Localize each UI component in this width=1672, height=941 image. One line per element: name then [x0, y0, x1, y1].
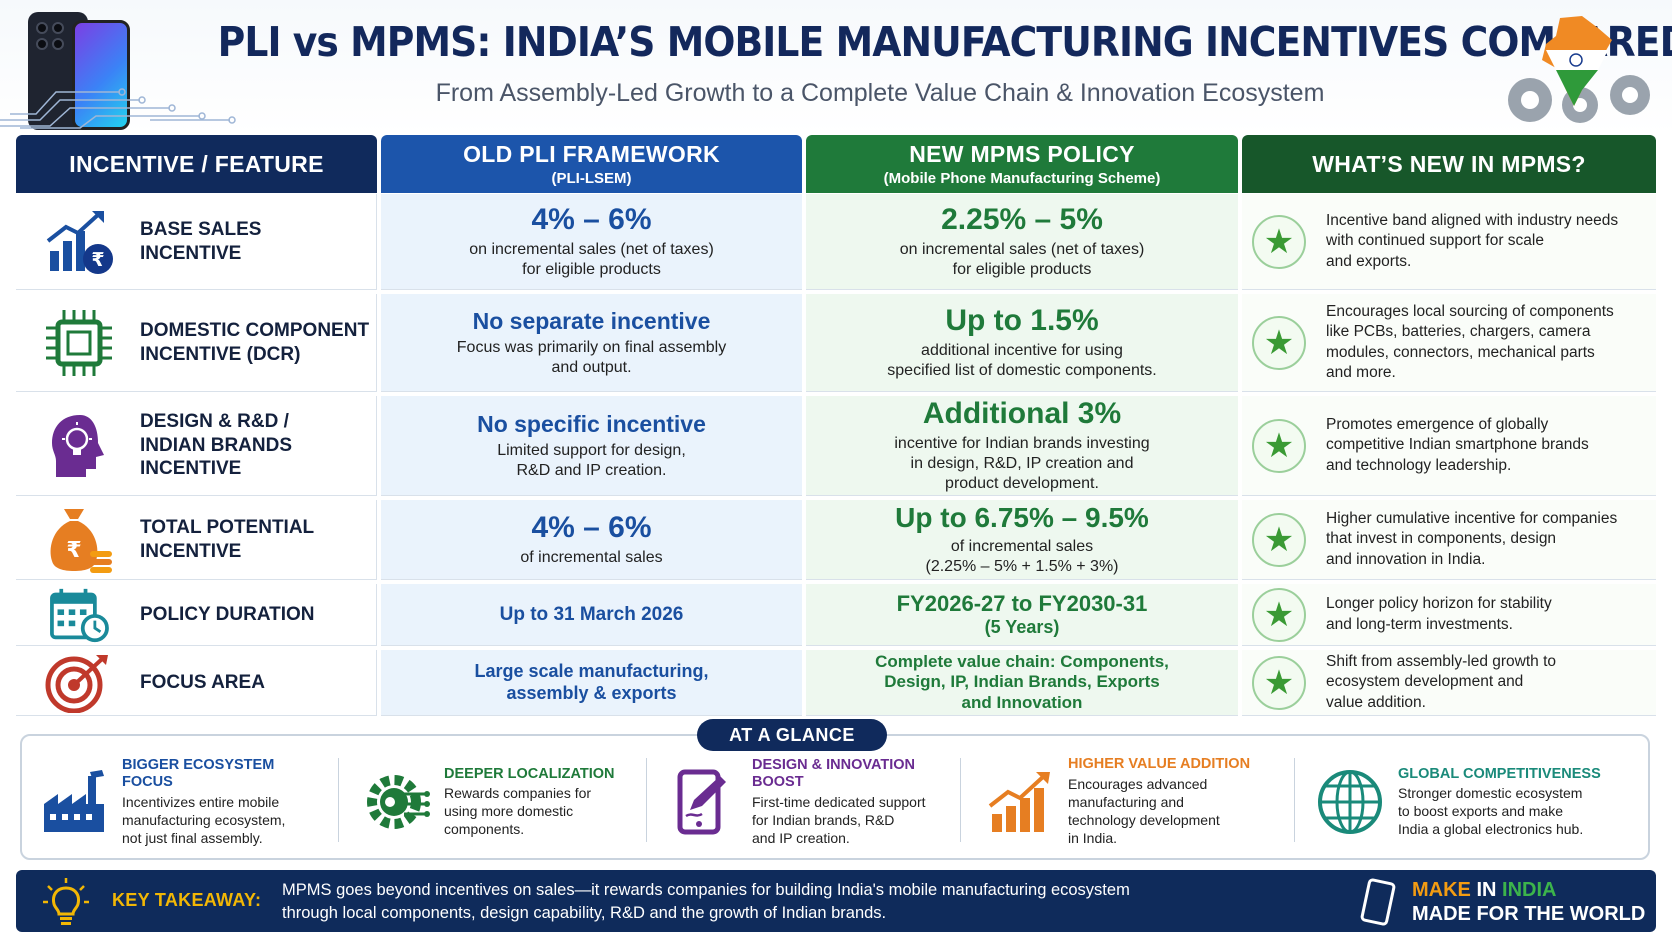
phone-outline-icon [1359, 877, 1397, 927]
tablet-pen-icon [677, 769, 726, 835]
new-mpms-cell: Complete value chain: Components, Design… [806, 650, 1238, 716]
target-icon [45, 654, 108, 713]
gear-circuit-icon [367, 775, 430, 829]
new-mpms-cell: Up to 1.5% additional incentive for usin… [806, 294, 1238, 392]
header-old-pli: OLD PLI FRAMEWORK (PLI-LSEM) [381, 135, 802, 193]
old-pli-cell: Large scale manufacturing, assembly & ex… [381, 650, 802, 716]
svg-text:₹: ₹ [91, 249, 104, 271]
calendar-clock-icon [50, 588, 109, 642]
old-pli-cell: 4% – 6% of incremental sales [381, 500, 802, 580]
feature-cell: ₹ TOTAL POTENTIAL INCENTIVE [16, 500, 377, 580]
at-a-glance-label: AT A GLANCE [697, 719, 887, 751]
star-icon: ★ [1252, 214, 1306, 269]
feature-cell: FOCUS AREA [16, 650, 377, 716]
globe-icon [1318, 770, 1382, 834]
svg-text:₹: ₹ [66, 538, 81, 563]
header-feature: INCENTIVE / FEATURE [16, 135, 377, 193]
key-takeaway-text: MPMS goes beyond incentives on sales—it … [282, 881, 1130, 923]
star-icon: ★ [1252, 587, 1306, 642]
new-mpms-cell: Additional 3% incentive for Indian brand… [806, 396, 1238, 496]
money-bag-icon: ₹ [50, 508, 112, 573]
feature-label: TOTAL POTENTIAL INCENTIVE [140, 516, 315, 562]
new-mpms-cell: 2.25% – 5% on incremental sales (net of … [806, 194, 1238, 290]
make-in-india-badge: MAKE IN INDIA MADE FOR THE WORLD [1412, 879, 1646, 925]
feature-cell: POLICY DURATION [16, 584, 377, 646]
star-icon: ★ [1252, 512, 1306, 567]
page-title: PLI vs MPMS: INDIA’S MOBILE MANUFACTURIN… [217, 18, 1672, 66]
table-row: POLICY DURATION Up to 31 March 2026 FY20… [16, 584, 1656, 646]
feature-label: POLICY DURATION [140, 603, 315, 625]
key-takeaway-banner: KEY TAKEAWAY: MPMS goes beyond incentive… [16, 870, 1656, 932]
glance-item-localization: DEEPER LOCALIZATION Rewards companies fo… [360, 750, 640, 854]
glance-item-ecosystem: BIGGER ECOSYSTEM FOCUS Incentivizes enti… [38, 750, 328, 854]
star-icon: ★ [1252, 315, 1306, 370]
table-row: DESIGN & R&D / INDIAN BRANDS INCENTIVE No … [16, 396, 1656, 496]
smartphone-illustration [28, 8, 136, 132]
new-mpms-cell: FY2026-27 to FY2030-31 (5 Years) [806, 584, 1238, 646]
header: PLI vs MPMS: INDIA’S MOBILE MANUFACTURIN… [0, 0, 1672, 134]
growth-chart-icon [988, 772, 1050, 832]
whats-new-cell: ★ Higher cumulative incentive for compan… [1242, 500, 1656, 580]
key-takeaway-label: KEY TAKEAWAY: [112, 890, 262, 910]
table-row: FOCUS AREA Large scale manufacturing, as… [16, 650, 1656, 716]
feature-cell: DOMESTIC COMPONENT INCENTIVE (DCR) [16, 294, 377, 392]
table-row: ₹ BASE SALES INCENTIVE 4% – 6% on increme… [16, 194, 1656, 290]
table-row: DOMESTIC COMPONENT INCENTIVE (DCR) No sep… [16, 294, 1656, 392]
old-pli-cell: Up to 31 March 2026 [381, 584, 802, 646]
star-icon: ★ [1252, 655, 1306, 710]
glance-item-global: GLOBAL COMPETITIVENESS Stronger domestic… [1314, 750, 1634, 854]
lightbulb-icon [43, 878, 89, 925]
factory-icon [44, 770, 104, 832]
whats-new-cell: ★ Longer policy horizon for stability and… [1242, 584, 1656, 646]
feature-cell: DESIGN & R&D / INDIAN BRANDS INCENTIVE [16, 396, 377, 496]
india-map-gears-icon [1508, 16, 1650, 123]
feature-label: BASE SALES INCENTIVE [140, 218, 262, 264]
chip-icon [46, 309, 112, 376]
feature-label: FOCUS AREA [140, 671, 265, 693]
glance-item-value-addition: HIGHER VALUE ADDITION Encourages advance… [984, 750, 1284, 854]
circuit-lines-icon [0, 88, 236, 129]
whats-new-cell: ★ Incentive band aligned with industry n… [1242, 194, 1656, 290]
new-mpms-cell: Up to 6.75% – 9.5% of incremental sales(… [806, 500, 1238, 580]
feature-cell: ₹ BASE SALES INCENTIVE [16, 194, 377, 290]
page-subtitle: From Assembly-Led Growth to a Complete V… [435, 79, 1325, 107]
feature-label: DOMESTIC COMPONENT INCENTIVE (DCR) [140, 319, 370, 365]
star-icon: ★ [1252, 418, 1306, 473]
old-pli-cell: No specific incentive Limited support fo… [381, 396, 802, 496]
feature-label: DESIGN & R&D / INDIAN BRANDS INCENTIVE [140, 410, 292, 480]
whats-new-cell: ★ Shift from assembly-led growth to ecosy… [1242, 650, 1656, 716]
whats-new-cell: ★ Promotes emergence of globally competit… [1242, 396, 1656, 496]
old-pli-cell: No separate incentive Focus was primaril… [381, 294, 802, 392]
header-new-mpms: NEW MPMS POLICY (Mobile Phone Manufactur… [806, 135, 1238, 193]
table-row: ₹ TOTAL POTENTIAL INCENTIVE 4% – 6% of in… [16, 500, 1656, 580]
old-pli-cell: 4% – 6% on incremental sales (net of tax… [381, 194, 802, 290]
header-whats-new: WHAT’S NEW IN MPMS? [1242, 135, 1656, 193]
bar-chart-rupee-icon: ₹ [46, 210, 113, 274]
whats-new-cell: ★ Encourages local sourcing of component… [1242, 294, 1656, 392]
head-lightbulb-icon [52, 414, 104, 477]
glance-item-design: DESIGN & INNOVATION BOOST First-time ded… [668, 750, 958, 854]
